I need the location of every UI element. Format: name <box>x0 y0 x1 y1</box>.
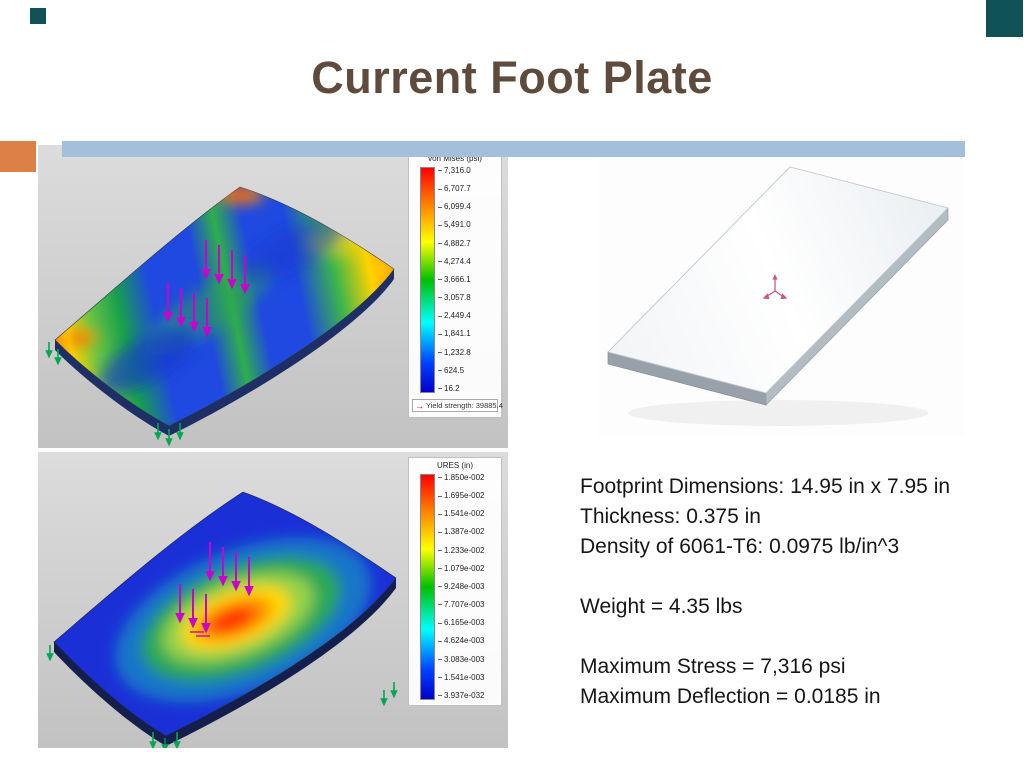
stress-legend-value: 5,491.0 <box>438 221 471 229</box>
spec-line: Footprint Dimensions: 14.95 in x 7.95 in <box>580 475 951 498</box>
stress-legend-title: von Mises (psi) <box>428 154 482 163</box>
theme-corner-square-left <box>30 8 46 24</box>
stress-colorbar <box>420 167 435 393</box>
stress-legend-value: 7,316.0 <box>438 167 471 175</box>
specs-text: Footprint Dimensions: 14.95 in x 7.95 in… <box>580 472 1015 712</box>
cad-plate-render <box>598 145 965 435</box>
spec-line: Density of 6061-T6: 0.0975 lb/in^3 <box>580 535 900 558</box>
displacement-legend-value: 3.083e-003 <box>438 655 484 664</box>
accent-band-orange <box>0 141 36 172</box>
stress-legend-value: 16.2 <box>438 384 471 393</box>
stress-legend: von Mises (psi) 7,316.0 6,707.7 6,099.4 5,4… <box>408 150 503 418</box>
spec-line: Maximum Stress = 7,316 psi <box>580 655 846 678</box>
displacement-legend-title: URES (in) <box>436 461 473 470</box>
yield-arrow-icon: → <box>415 400 424 411</box>
displacement-legend-labels: 1.850e-002 1.695e-002 1.541e-002 1.387e-002… <box>438 474 484 700</box>
stress-legend-value: 6,707.7 <box>438 185 471 193</box>
load-arrows <box>175 542 254 637</box>
displacement-legend-value: 4.624e-003 <box>438 637 484 645</box>
stress-legend-value: 1,841.1 <box>438 330 471 338</box>
support-arrows <box>46 645 398 748</box>
stress-legend-value: 1,232.8 <box>438 348 471 357</box>
stress-legend-value: 3,057.8 <box>438 294 471 302</box>
load-arrows <box>163 240 250 338</box>
stress-legend-labels: 7,316.0 6,707.7 6,099.4 5,491.0 4,882.7 4,274… <box>438 167 471 393</box>
accent-band-blue <box>62 141 965 157</box>
spec-line: Thickness: 0.375 in <box>580 505 761 528</box>
displacement-legend-value: 6.165e-003 <box>438 619 484 627</box>
theme-corner-square-right <box>986 0 1023 37</box>
yield-strength-text: Yield strength: 39885.4 <box>426 401 503 410</box>
displacement-legend-value: 1.541e-002 <box>438 510 484 518</box>
page-title: Current Foot Plate <box>311 52 713 103</box>
stress-legend-value: 4,274.4 <box>438 257 471 266</box>
origin-triad-icon <box>762 274 788 300</box>
stress-legend-value: 6,099.4 <box>438 203 471 211</box>
stress-plot-image: von Mises (psi) 7,316.0 6,707.7 6,099.4 5,4… <box>38 145 508 448</box>
stress-legend-value: 4,882.7 <box>438 239 471 248</box>
displacement-legend-value: 3.937e-032 <box>438 691 484 700</box>
displacement-legend-value: 1.695e-002 <box>438 492 484 500</box>
stress-legend-value: 3,666.1 <box>438 275 471 284</box>
displacement-legend: URES (in) 1.850e-002 1.695e-002 1.541e-002… <box>408 457 502 706</box>
displacement-legend-value: 9.248e-003 <box>438 582 484 591</box>
displacement-legend-value: 1.233e-002 <box>438 546 484 555</box>
displacement-legend-value: 1.850e-002 <box>438 474 484 482</box>
spec-line: Weight = 4.35 lbs <box>580 595 743 618</box>
displacement-legend-value: 7.707e-003 <box>438 601 484 609</box>
displacement-legend-value: 1.387e-002 <box>438 528 484 536</box>
stress-legend-value: 2,449.4 <box>438 312 471 320</box>
displacement-plot-image: URES (in) 1.850e-002 1.695e-002 1.541e-002… <box>38 452 508 748</box>
cad-plate-image <box>598 145 965 435</box>
stress-legend-value: 624.5 <box>438 366 471 375</box>
displacement-legend-value: 1.541e-003 <box>438 673 484 682</box>
displacement-legend-value: 1.079e-002 <box>438 564 484 573</box>
yield-strength-note: → Yield strength: 39885.4 <box>412 399 503 412</box>
spec-line <box>580 622 1015 652</box>
displacement-colorbar <box>420 474 435 700</box>
spec-line <box>580 562 1015 592</box>
spec-line: Maximum Deflection = 0.0185 in <box>580 685 881 708</box>
support-arrows <box>45 342 184 447</box>
